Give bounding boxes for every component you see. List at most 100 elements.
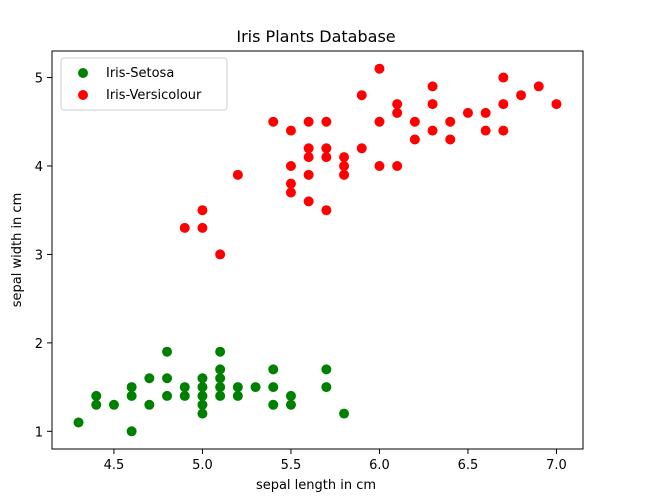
versicolour-point: [445, 134, 456, 145]
setosa-point: [162, 373, 173, 384]
versicolour-point: [303, 196, 314, 207]
setosa-point: [321, 364, 332, 375]
versicolour-point: [197, 222, 208, 233]
setosa-point: [73, 417, 84, 428]
x-tick-label: 5.0: [192, 458, 213, 473]
versicolour-point: [215, 249, 226, 260]
versicolour-point: [462, 107, 473, 118]
versicolour-point: [392, 99, 403, 110]
setosa-point: [197, 399, 208, 410]
versicolour-point: [551, 99, 562, 110]
plot-area: 4.5 5.0 5.5 6.0 6.5 7.0 1 2 3 4 5: [35, 50, 584, 473]
setosa-point: [215, 373, 226, 384]
versicolour-point: [427, 125, 438, 136]
setosa-point: [126, 426, 137, 437]
versicolour-point: [392, 160, 403, 171]
setosa-point: [215, 382, 226, 393]
versicolour-point: [321, 205, 332, 216]
x-tick-label: 7.0: [546, 458, 567, 473]
versicolour-point: [339, 169, 350, 180]
versicolour-point: [303, 169, 314, 180]
setosa-point: [215, 346, 226, 357]
setosa-point: [108, 399, 119, 410]
versicolour-point: [339, 160, 350, 171]
x-tick-label: 6.5: [458, 458, 479, 473]
setosa-point: [144, 373, 155, 384]
legend-box: [60, 57, 228, 111]
setosa-point: [91, 390, 102, 401]
legend-label-setosa: Iris-Setosa: [106, 66, 174, 81]
setosa-point: [285, 390, 296, 401]
y-tick-label: 5: [35, 72, 43, 87]
versicolour-point: [427, 81, 438, 92]
versicolour-point: [427, 99, 438, 110]
versicolour-point: [321, 152, 332, 163]
setosa-point: [215, 390, 226, 401]
y-tick-label: 3: [35, 248, 43, 263]
versicolour-point: [516, 90, 527, 101]
versicolour-point: [374, 160, 385, 171]
setosa-point: [268, 364, 279, 375]
setosa-point: [232, 390, 243, 401]
versicolour-point: [374, 63, 385, 74]
setosa-point: [126, 382, 137, 393]
versicolour-point: [498, 72, 509, 83]
x-tick-label: 5.5: [281, 458, 302, 473]
setosa-point: [197, 382, 208, 393]
setosa-point: [268, 399, 279, 410]
versicolour-point: [285, 178, 296, 189]
setosa-point: [179, 390, 190, 401]
versicolour-point: [339, 152, 350, 163]
versicolour-point: [356, 90, 367, 101]
legend-marker-setosa: [78, 68, 88, 78]
versicolour-point: [232, 169, 243, 180]
setosa-point: [197, 408, 208, 419]
setosa-point: [197, 390, 208, 401]
versicolour-point: [303, 116, 314, 127]
versicolour-point: [303, 143, 314, 154]
versicolour-point: [445, 116, 456, 127]
versicolour-point: [321, 143, 332, 154]
x-tick-label: 6.0: [369, 458, 390, 473]
versicolour-point: [498, 99, 509, 110]
setosa-point: [268, 382, 279, 393]
setosa-point: [215, 364, 226, 375]
versicolour-point: [533, 81, 544, 92]
versicolour-point: [374, 116, 385, 127]
versicolour-point: [285, 160, 296, 171]
x-tick-label: 4.5: [104, 458, 125, 473]
legend-label-versicolour: Iris-Versicolour: [106, 88, 202, 103]
versicolour-point: [498, 125, 509, 136]
setosa-point: [144, 399, 155, 410]
setosa-point: [339, 408, 350, 419]
setosa-point: [126, 390, 137, 401]
versicolour-point: [480, 107, 491, 118]
setosa-point: [321, 382, 332, 393]
axes-frame: [51, 50, 584, 450]
setosa-point: [197, 373, 208, 384]
versicolour-point: [321, 116, 332, 127]
setosa-point: [179, 382, 190, 393]
versicolour-point: [409, 134, 420, 145]
y-tick-label: 1: [35, 425, 43, 440]
setosa-point: [162, 390, 173, 401]
versicolour-point: [480, 125, 491, 136]
y-tick-label: 4: [35, 160, 43, 175]
setosa-point: [232, 382, 243, 393]
legend: Iris-Setosa Iris-Versicolour: [60, 57, 228, 111]
versicolour-point: [303, 152, 314, 163]
versicolour-point: [285, 125, 296, 136]
setosa-point: [285, 399, 296, 410]
versicolour-point: [197, 205, 208, 216]
versicolour-point: [356, 143, 367, 154]
y-axis-label: sepal width in cm: [10, 193, 25, 308]
versicolour-point: [285, 187, 296, 198]
setosa-point: [91, 399, 102, 410]
setosa-point: [250, 382, 261, 393]
y-tick-label: 2: [35, 337, 43, 352]
setosa-point: [162, 346, 173, 357]
chart-title: Iris Plants Database: [236, 27, 395, 46]
versicolour-point: [179, 222, 190, 233]
versicolour-point: [268, 116, 279, 127]
